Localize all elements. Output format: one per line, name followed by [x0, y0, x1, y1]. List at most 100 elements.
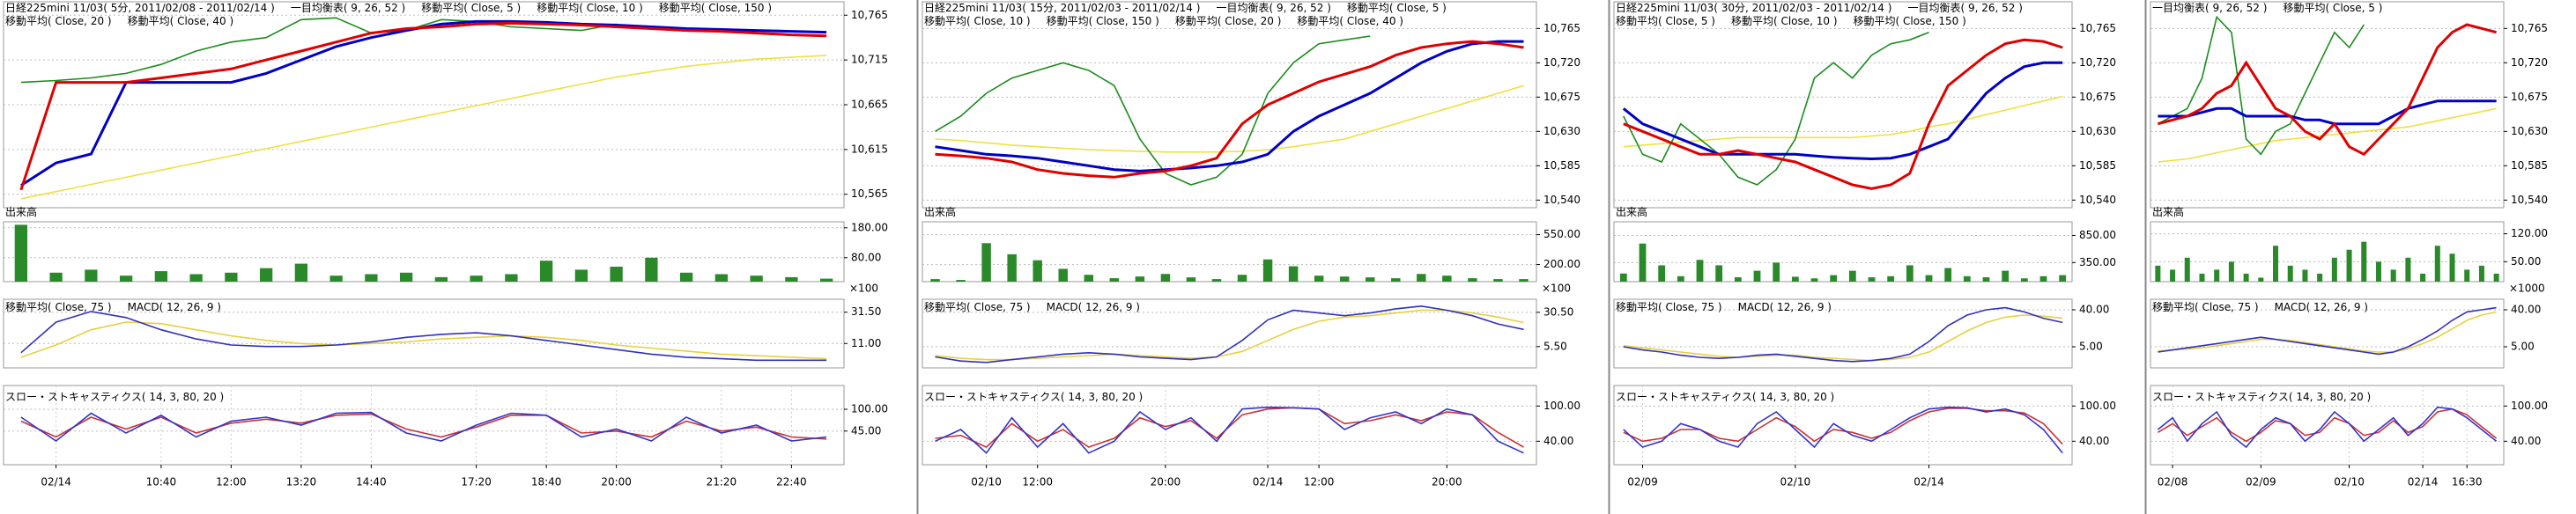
y-tick-label: 40.00	[2511, 435, 2541, 447]
volume-bar	[2302, 269, 2308, 282]
volume-bar	[2059, 275, 2067, 282]
volume-bar	[714, 274, 729, 282]
volume-bar	[1773, 262, 1780, 282]
series-line	[1623, 31, 1929, 186]
volume-bar	[1887, 275, 1895, 282]
header-label: スロー・ストキャスティクス( 14, 3, 80, 20 )	[2152, 391, 2372, 403]
volume-bar	[1314, 275, 1324, 282]
header-label: 出来高	[1616, 206, 1648, 218]
y-tick-label: 40.00	[2079, 435, 2109, 447]
volume-bar	[1906, 265, 1913, 282]
header-label: 移動平均( Close, 75 )	[1616, 301, 1722, 313]
plot-frame	[3, 385, 845, 466]
y-tick-label: 120.00	[2511, 227, 2548, 239]
plot-frame	[922, 298, 1537, 369]
volume-bar	[2170, 269, 2176, 282]
y-tick-label: 10,675	[1543, 91, 1580, 103]
volume-bar	[1848, 270, 1856, 282]
x-tick-label: 22:40	[776, 476, 807, 488]
chart-header: 出来高	[1616, 206, 2074, 219]
volume-bar	[1160, 274, 1171, 282]
header-label: 日経225mini 11/03( 5分, 2011/02/08 - 2011/0…	[5, 2, 275, 14]
chart-header: 一目均衡表( 9, 26, 52 ) 移動平均( Close, 5 )	[2152, 2, 2506, 15]
series-line	[20, 55, 827, 200]
series-line	[935, 406, 1524, 454]
plot-frame	[1613, 385, 2073, 466]
y-tick-label: 50.00	[2511, 255, 2541, 268]
x-tick-label: 20:00	[1151, 476, 1181, 488]
volume-bar	[1982, 277, 1990, 282]
y-tick-label: 10,585	[2511, 159, 2548, 172]
chart-header: 出来高	[2152, 206, 2506, 219]
y-tick-label: 40.00	[2511, 304, 2541, 316]
volume-bar	[2228, 261, 2234, 282]
series-line	[2158, 107, 2497, 163]
volume-bar	[1058, 268, 1068, 282]
x-tick-label: 02/14	[1253, 476, 1284, 488]
header-label: 移動平均( Close, 5 )	[1346, 2, 1447, 14]
header-label: 出来高	[924, 206, 957, 218]
volume-bar	[610, 267, 623, 282]
series-line	[935, 35, 1371, 186]
header-label: 日経225mini 11/03( 15分, 2011/02/03 - 2011/…	[924, 2, 1201, 14]
volume-bar	[154, 271, 168, 282]
volume-bar	[1944, 268, 1952, 282]
volume-bar	[1696, 260, 1704, 282]
y-tick-label: 5.00	[2079, 341, 2103, 353]
volume-bar	[1658, 265, 1666, 282]
volume-bar	[119, 275, 133, 282]
unit-label: ×1000	[2509, 283, 2545, 295]
volume-bar	[1391, 278, 1401, 282]
series-line	[20, 321, 827, 360]
header-label: 出来高	[2152, 206, 2185, 218]
chart-header: 日経225mini 11/03( 5分, 2011/02/08 - 2011/0…	[5, 2, 846, 28]
y-tick-label: 10,765	[1543, 22, 1580, 34]
series-line	[935, 40, 1524, 179]
y-tick-label: 100.00	[1543, 400, 1580, 412]
volume-bar	[2449, 253, 2455, 282]
series-line	[2158, 99, 2497, 126]
header-label: 一目均衡表( 9, 26, 52 )	[290, 2, 406, 14]
series-line	[1623, 306, 2063, 363]
y-tick-label: 100.00	[2079, 400, 2116, 412]
header-label: 移動平均( Close, 10 )	[537, 2, 643, 14]
header-label: 移動平均( Close, 150 )	[658, 2, 773, 14]
series-line	[935, 40, 1524, 173]
y-tick-label: 31.50	[851, 305, 881, 318]
volume-bar	[1007, 253, 1017, 282]
chart-header: スロー・ストキャスティクス( 14, 3, 80, 20 )	[1616, 391, 2074, 404]
volume-bar	[1810, 278, 1818, 282]
volume-bar	[2375, 261, 2381, 282]
volume-bar	[785, 276, 798, 282]
y-tick-label: 10,630	[2511, 125, 2548, 137]
x-tick-label: 02/10	[2334, 476, 2365, 488]
volume-bar	[85, 269, 98, 282]
volume-bar	[1830, 275, 1838, 282]
header-label: 移動平均( Close, 75 )	[2152, 301, 2259, 313]
volume-bar	[2199, 273, 2205, 282]
volume-bar	[2478, 265, 2484, 282]
plot-frame	[2150, 385, 2505, 466]
header-label: 一目均衡表( 9, 26, 52 )	[1907, 2, 2023, 14]
unit-label: ×100	[849, 283, 878, 295]
x-tick-label: 02/08	[2158, 476, 2188, 488]
volume-bar	[2361, 241, 2367, 282]
plot-frame	[3, 221, 845, 283]
volume-bar	[1084, 275, 1093, 282]
x-tick-label: 02/09	[1627, 476, 1658, 488]
chart-header: 移動平均( Close, 75 ) MACD( 12, 26, 9 )	[1616, 301, 2074, 314]
y-tick-label: 11.00	[851, 337, 881, 349]
x-tick-label: 02/14	[2408, 476, 2439, 488]
volume-bar	[49, 272, 63, 282]
volume-bar	[539, 261, 553, 282]
series-line	[1623, 314, 2063, 362]
header-label: 移動平均( Close, 150 )	[1046, 15, 1159, 27]
header-label: 移動平均( Close, 75 )	[924, 301, 1031, 313]
volume-bar	[1442, 275, 1452, 282]
series-line	[935, 84, 1524, 153]
chart-header: 日経225mini 11/03( 30分, 2011/02/03 - 2011/…	[1616, 2, 2074, 28]
y-tick-label: 850.00	[2079, 229, 2116, 241]
y-tick-label: 5.50	[1543, 340, 1567, 352]
volume-bar	[1734, 277, 1742, 282]
plot-frame	[922, 1, 1537, 209]
